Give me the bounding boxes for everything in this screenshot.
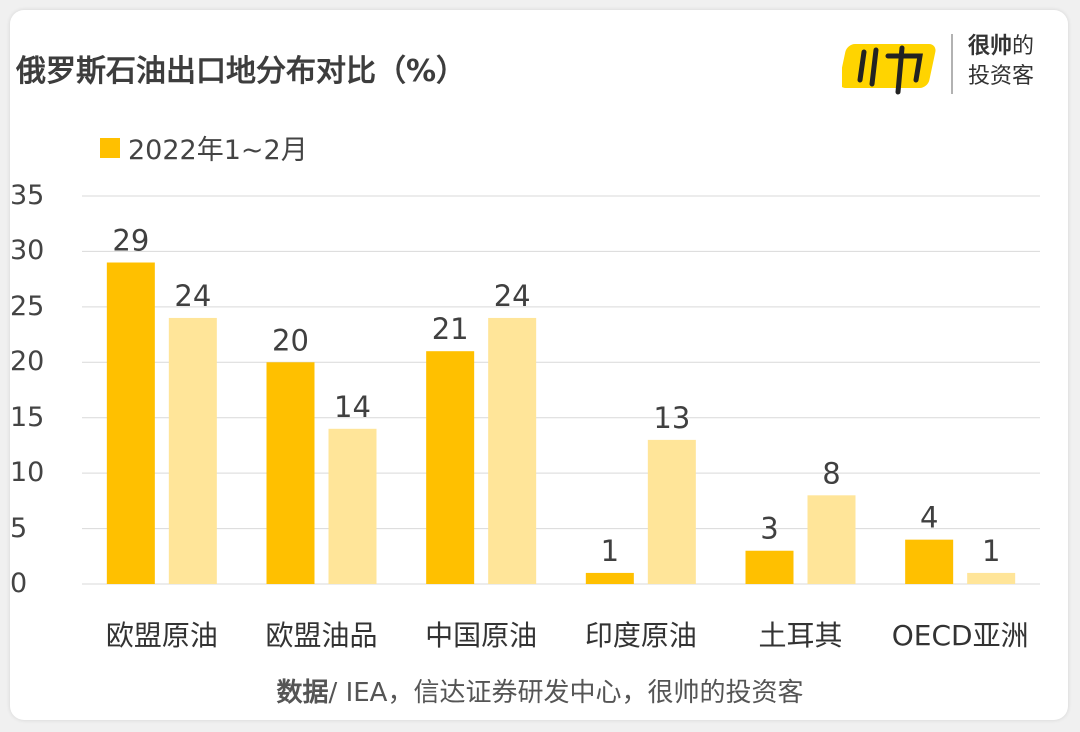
data-label: 20 <box>272 323 309 357</box>
data-label: 3 <box>760 512 778 546</box>
data-label: 8 <box>822 456 840 490</box>
bar-series2 <box>647 439 696 584</box>
x-tick-label: 欧盟油品 <box>265 619 378 652</box>
y-tick-label: 30 <box>10 235 45 267</box>
brand-mark-icon <box>839 34 953 95</box>
data-label: 1 <box>982 534 1000 568</box>
brand-rest: 的 <box>1012 34 1035 59</box>
y-tick-label: 25 <box>10 290 45 322</box>
brand-logo: 很帅的 投资客 <box>839 30 1052 100</box>
data-label: 24 <box>494 279 531 313</box>
bar-series2 <box>807 495 856 584</box>
bar-series2 <box>168 317 217 584</box>
bar-series1 <box>905 539 954 584</box>
bar-series1 <box>426 351 475 584</box>
legend: 2022年1~2月 <box>100 128 308 167</box>
y-tick-label: 0 <box>10 568 28 599</box>
bar-series1 <box>585 572 634 584</box>
bar-series2 <box>328 428 377 584</box>
data-label: 4 <box>920 501 938 535</box>
y-tick-label: 20 <box>10 346 45 378</box>
y-tick-label: 35 <box>10 180 45 211</box>
data-label: 21 <box>432 312 469 346</box>
source-label: 数据 <box>276 678 329 708</box>
y-tick-label: 5 <box>10 512 28 544</box>
data-label: 29 <box>112 224 149 258</box>
x-tick-label: 印度原油 <box>584 619 697 652</box>
bar-series2 <box>488 317 537 584</box>
data-label: 24 <box>174 279 211 313</box>
x-tick-label: OECD亚洲 <box>891 619 1029 652</box>
x-tick-label: 土耳其 <box>758 619 843 652</box>
data-label: 1 <box>601 534 619 568</box>
source-text: / IEA，信达证券研发中心，很帅的投资客 <box>328 678 804 708</box>
data-label: 13 <box>653 401 690 435</box>
bar-series1 <box>106 262 155 584</box>
x-tick-label: 中国原油 <box>425 619 538 652</box>
bar-series1 <box>745 550 794 584</box>
bar-series1 <box>266 362 315 584</box>
y-tick-label: 15 <box>10 401 45 433</box>
data-label: 14 <box>334 390 371 424</box>
y-tick-label: 10 <box>10 457 45 489</box>
chart-title: 俄罗斯石油出口地分布对比（%） <box>16 54 467 89</box>
bar-series2 <box>967 572 1016 584</box>
source-note: 数据/ IEA，信达证券研发中心，很帅的投资客 <box>0 672 1080 709</box>
x-tick-label: 欧盟原油 <box>105 619 218 652</box>
brand-line2: 投资客 <box>968 64 1035 89</box>
brand-bold: 很帅 <box>968 34 1013 59</box>
legend-label-series1: 2022年1~2月 <box>128 135 308 166</box>
brand-text: 很帅的 投资客 <box>968 32 1034 92</box>
legend-swatch-series1 <box>100 137 120 158</box>
